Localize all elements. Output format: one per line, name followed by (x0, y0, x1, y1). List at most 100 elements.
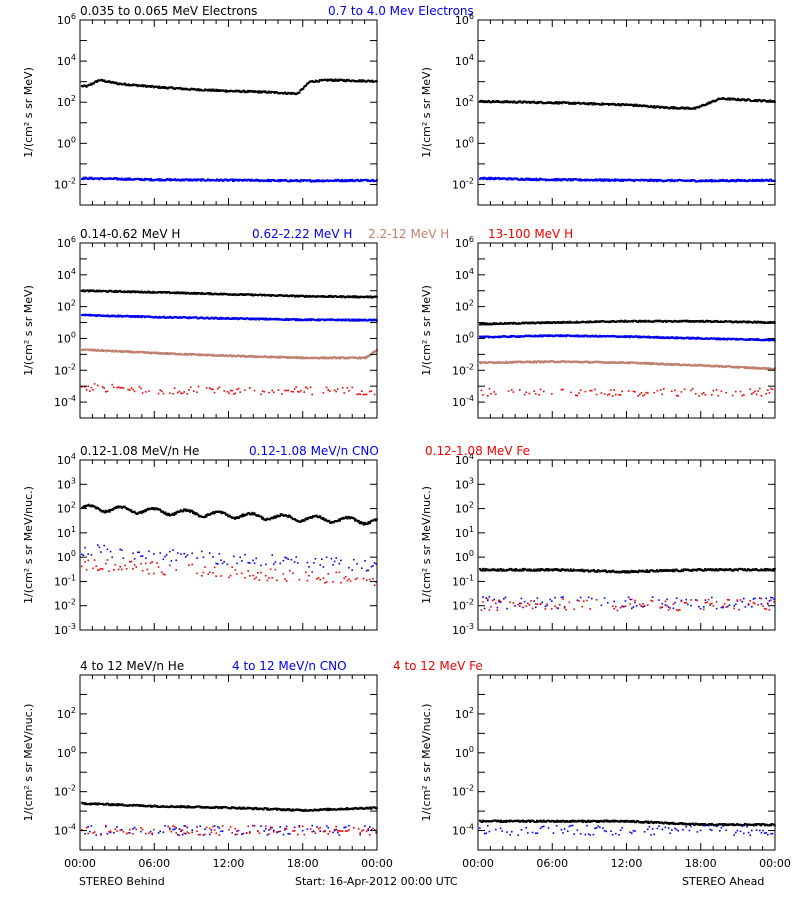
data-point (674, 389, 676, 392)
data-point (736, 179, 739, 182)
data-point (328, 520, 331, 523)
data-point (608, 393, 611, 395)
y-axis-label: 1/(cm² s sr MeV) (22, 67, 35, 158)
data-point (634, 391, 636, 393)
data-point (339, 519, 341, 522)
data-point (228, 392, 230, 395)
data-point (130, 509, 133, 512)
data-point (578, 178, 581, 181)
data-point (341, 178, 344, 181)
data-point (543, 390, 545, 393)
data-point (365, 569, 368, 572)
data-point (162, 392, 165, 395)
data-point (375, 563, 377, 565)
data-point (494, 176, 496, 179)
data-point (97, 544, 99, 546)
data-point (248, 512, 251, 515)
data-point (200, 179, 203, 182)
data-point (338, 562, 341, 565)
data-point (252, 559, 254, 562)
data-point (704, 394, 707, 396)
data-point (595, 178, 598, 181)
data-point (677, 395, 679, 397)
data-point (373, 562, 376, 564)
series-13-100-mev-h (480, 387, 774, 397)
data-point (311, 393, 313, 396)
data-point (653, 391, 655, 394)
data-point (183, 391, 185, 393)
data-point (315, 180, 317, 183)
data-point (524, 178, 526, 181)
data-point (82, 506, 85, 509)
data-point (182, 510, 185, 513)
y-tick-label: 106 (57, 12, 76, 27)
data-point (180, 553, 182, 555)
data-point (294, 319, 297, 322)
data-point (603, 178, 606, 181)
data-point (365, 393, 368, 396)
data-point (607, 179, 610, 182)
data-point (717, 394, 719, 397)
data-point (128, 178, 131, 181)
data-point (157, 86, 160, 89)
data-point (231, 180, 234, 183)
data-point (761, 178, 763, 181)
data-point (344, 178, 347, 181)
y-axis-label: 1/(cm² s sr MeV) (420, 67, 433, 158)
data-point (82, 554, 85, 556)
data-point (231, 178, 233, 181)
data-point (208, 293, 211, 296)
data-point (267, 178, 269, 181)
data-point (219, 316, 222, 319)
data-point (768, 392, 771, 394)
data-point (344, 517, 347, 520)
data-point (242, 513, 245, 516)
data-point (106, 548, 109, 551)
data-point (532, 361, 535, 364)
data-point (145, 391, 147, 393)
data-point (297, 562, 299, 564)
data-point (188, 509, 191, 512)
data-point (225, 89, 227, 92)
data-point (642, 394, 644, 397)
data-point (171, 512, 174, 515)
data-point (240, 514, 243, 517)
data-point (495, 393, 497, 396)
data-point (348, 318, 350, 321)
y-axis-label: 1/(cm² s sr MeV) (420, 285, 433, 376)
data-point (167, 514, 170, 517)
data-point (554, 179, 557, 182)
data-point (305, 386, 307, 388)
data-point (704, 179, 707, 182)
data-point (108, 509, 110, 512)
data-point (141, 392, 144, 394)
data-point (87, 553, 89, 555)
data-point (709, 102, 712, 105)
data-point (142, 511, 145, 514)
data-point (92, 389, 94, 391)
data-point (306, 561, 309, 564)
data-point (141, 555, 144, 557)
data-point (360, 521, 362, 523)
series-0-14-0-62-mev-h (81, 289, 378, 299)
data-point (122, 557, 125, 560)
data-point (174, 512, 177, 515)
y-tick-label: 10-4 (452, 394, 474, 409)
data-point (261, 516, 264, 519)
data-point (644, 320, 646, 323)
data-point (361, 390, 363, 392)
data-point (362, 521, 365, 524)
data-point (221, 562, 224, 565)
data-point (187, 179, 190, 182)
data-point (169, 179, 172, 182)
data-point (101, 386, 104, 388)
data-point (602, 179, 605, 182)
data-point (648, 178, 651, 181)
data-point (192, 511, 195, 514)
data-point (244, 553, 246, 556)
data-point (84, 386, 86, 388)
data-point (566, 179, 569, 182)
data-point (314, 558, 317, 560)
data-point (553, 179, 556, 182)
data-point (364, 560, 366, 562)
